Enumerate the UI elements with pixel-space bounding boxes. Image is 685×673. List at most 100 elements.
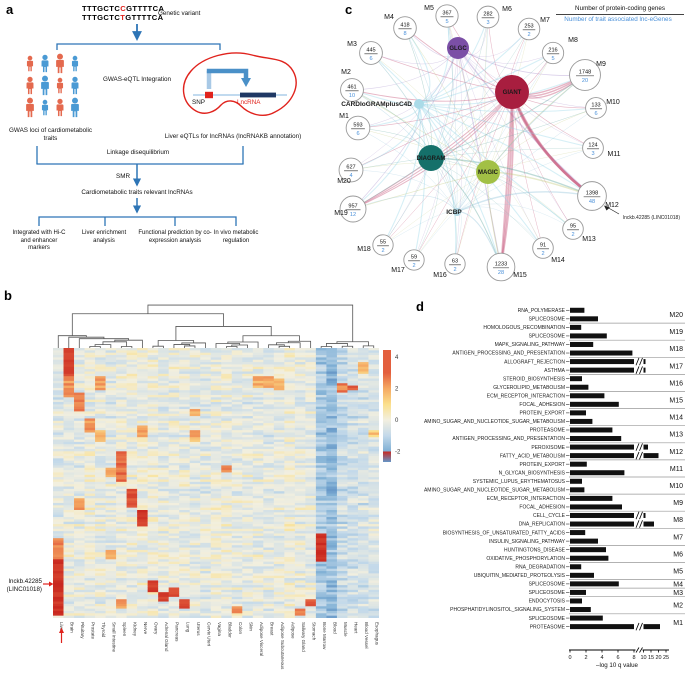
pathway-label: ALLOGRAFT_REJECTION bbox=[504, 359, 565, 365]
column-label-prostate: Prostate bbox=[91, 622, 96, 640]
column-label-nerve: Nerve bbox=[143, 622, 148, 635]
bar bbox=[570, 547, 606, 553]
m12-annotation: lnckb.42285 (LINC01018) bbox=[623, 215, 680, 221]
svg-text:M7: M7 bbox=[540, 17, 550, 24]
bar bbox=[570, 538, 598, 544]
liver-eqtl-label: Liver eQTLs for lncRNAs (lncRNAKB annota… bbox=[164, 133, 302, 140]
pathway-label: CELL_CYCLE bbox=[533, 513, 566, 519]
pathway-label: AMINO_SUGAR_AND_NUCLEOTIDE_SUGAR_METABOL… bbox=[424, 419, 565, 425]
svg-text:48: 48 bbox=[589, 199, 595, 205]
svg-text:ICBP: ICBP bbox=[446, 209, 462, 216]
module-group-label: M9 bbox=[673, 500, 683, 507]
svg-text:-2: -2 bbox=[395, 449, 401, 455]
module-group-label: M11 bbox=[670, 466, 683, 473]
lncrna-label: LncRNA bbox=[237, 99, 261, 106]
bar bbox=[570, 564, 582, 570]
column-label-small-intestine: Small Intestine bbox=[112, 622, 117, 653]
pathway-label: FOCAL_ADHESION bbox=[519, 505, 565, 511]
pathway-label: PHOSPHATIDYLINOSITOL_SIGNALING_SYSTEM bbox=[450, 607, 565, 613]
svg-text:M3: M3 bbox=[347, 41, 357, 48]
bar-segment-2 bbox=[643, 521, 654, 527]
pathway-label: PROTEASOME bbox=[530, 624, 566, 630]
module-group-label: M20 bbox=[669, 312, 683, 319]
svg-text:6: 6 bbox=[594, 111, 597, 117]
svg-text:GIANT: GIANT bbox=[503, 90, 522, 96]
column-label-spleen: Spleen bbox=[122, 622, 127, 637]
bar bbox=[570, 607, 591, 613]
hub-node-diagram: DIAGRAM bbox=[417, 145, 445, 171]
svg-text:6: 6 bbox=[616, 655, 619, 661]
svg-text:M12: M12 bbox=[605, 202, 619, 209]
pathway-label: N_GLYCAN_BIOSYNTHESIS bbox=[499, 470, 566, 476]
column-label-muscle: Muscle bbox=[343, 622, 348, 637]
svg-text:M19: M19 bbox=[334, 210, 348, 217]
pathway-label: PROTEASOME bbox=[530, 428, 566, 434]
pathway-label: SPLICEOSOME bbox=[529, 582, 566, 588]
population-icons bbox=[26, 53, 79, 118]
module-node-m1: 593 6 M1 bbox=[339, 113, 371, 141]
svg-text:2: 2 bbox=[527, 32, 530, 38]
svg-text:2: 2 bbox=[412, 263, 415, 269]
svg-text:M17: M17 bbox=[391, 267, 405, 274]
smr-label: SMR bbox=[116, 173, 130, 180]
pathway-label: HUNTINGTONS_DISEASE bbox=[504, 547, 566, 553]
heatmap-canvas bbox=[53, 348, 379, 618]
svg-text:282: 282 bbox=[483, 11, 492, 17]
legend-lnc-egenes: Number of trait associated lnc-eGenes bbox=[564, 16, 672, 23]
bar bbox=[570, 427, 613, 433]
bar bbox=[570, 461, 587, 467]
module-group-label: M7 bbox=[673, 534, 683, 541]
module-node-m3: 445 6 M3 bbox=[347, 41, 383, 65]
module-group-label: M17 bbox=[669, 363, 683, 370]
svg-text:124: 124 bbox=[588, 142, 597, 148]
bar-segment-1 bbox=[570, 367, 634, 373]
bar bbox=[570, 478, 582, 484]
column-label-thyroid: Thyroid bbox=[101, 622, 106, 638]
module-group-label: M1 bbox=[673, 620, 683, 627]
svg-text:133: 133 bbox=[591, 102, 600, 108]
svg-text:5: 5 bbox=[551, 56, 554, 62]
svg-text:2: 2 bbox=[541, 251, 544, 257]
liver-column-arrow bbox=[59, 627, 64, 633]
bar bbox=[570, 376, 582, 382]
svg-text:MAGIC: MAGIC bbox=[478, 170, 499, 176]
svg-text:M18: M18 bbox=[357, 246, 371, 253]
module-node-m16: 63 2 M16 bbox=[433, 253, 466, 279]
dendrogram: Liver Brain Pituitary Prostate Thyroid Small … bbox=[57, 304, 380, 670]
output-hic-label: Integrated with Hi-C and enhancer marker… bbox=[12, 230, 66, 251]
svg-text:91: 91 bbox=[540, 242, 546, 248]
svg-text:2: 2 bbox=[453, 267, 456, 273]
pathway-label: ANTIGEN_PROCESSING_AND_PRESENTATION bbox=[452, 351, 565, 357]
module-group-label: M8 bbox=[673, 517, 683, 524]
svg-text:M9: M9 bbox=[596, 61, 606, 68]
panel-d-label: d bbox=[416, 299, 424, 314]
panel-c-label: c bbox=[345, 2, 353, 17]
svg-text:216: 216 bbox=[548, 47, 557, 53]
svg-text:8: 8 bbox=[403, 31, 406, 37]
pathway-label: SPLICEOSOME bbox=[529, 334, 566, 340]
svg-text:2: 2 bbox=[381, 248, 384, 254]
svg-text:418: 418 bbox=[400, 22, 409, 28]
hub-node-icbp: ICBP bbox=[446, 208, 462, 216]
column-label-blood-vessel: Blood Vessel bbox=[364, 622, 369, 649]
bar bbox=[570, 307, 585, 313]
bar bbox=[570, 401, 619, 407]
module-node-m14: 91 2 M14 bbox=[532, 237, 565, 264]
snp-label: SNP bbox=[192, 99, 205, 106]
module-group-label: M15 bbox=[669, 397, 683, 404]
svg-text:M2: M2 bbox=[341, 69, 351, 76]
bar-segment-2 bbox=[643, 444, 648, 450]
svg-text:55: 55 bbox=[380, 239, 386, 245]
pathway-label: SPLICEOSOME bbox=[529, 616, 566, 622]
svg-text:2: 2 bbox=[571, 232, 574, 238]
svg-text:593: 593 bbox=[353, 122, 362, 128]
bar bbox=[570, 589, 586, 595]
svg-text:CARDIoGRAMplusC4D: CARDIoGRAMplusC4D bbox=[341, 101, 412, 108]
svg-text:1398: 1398 bbox=[586, 190, 598, 196]
svg-text:1233: 1233 bbox=[495, 261, 507, 267]
svg-text:0: 0 bbox=[568, 655, 571, 661]
bar bbox=[570, 316, 598, 322]
